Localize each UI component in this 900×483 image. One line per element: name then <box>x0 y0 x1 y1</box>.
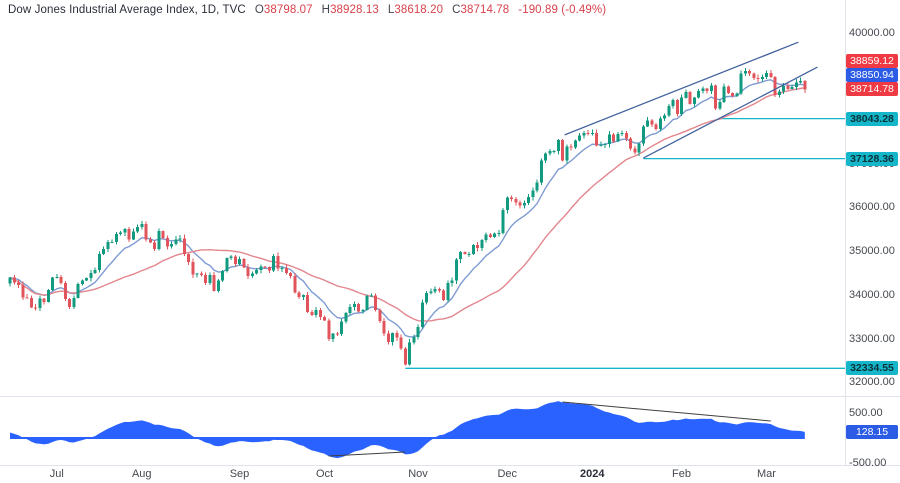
time-axis-month-label: Nov <box>408 468 428 480</box>
time-axis-month-label: Dec <box>497 468 518 480</box>
price-label-badge: 38859.12 <box>846 54 898 69</box>
indicator-tick: 500.00 <box>849 406 883 419</box>
indicator-tick: -500.00 <box>849 456 887 469</box>
low-readout: L38618.20 <box>387 4 444 16</box>
channel-upper-trendline[interactable] <box>564 41 799 136</box>
price-tick: 34000.00 <box>849 288 895 301</box>
time-axis-month-label: 2024 <box>580 468 605 480</box>
high-readout: H38928.13 <box>321 4 379 16</box>
candles-layer <box>8 67 807 366</box>
price-tick: 35000.00 <box>849 245 895 258</box>
time-axis-month-label: Sep <box>229 468 250 480</box>
price-label-badge: 37128.36 <box>846 151 898 166</box>
indicator-value-badge: 128.15 <box>846 424 898 439</box>
osc-divergence-upper[interactable] <box>562 401 771 422</box>
time-axis-month-label: Feb <box>672 468 691 480</box>
price-tick: 40000.00 <box>849 26 895 39</box>
price-label-badge: 38714.78 <box>846 82 898 97</box>
price-tick: 36000.00 <box>849 201 895 214</box>
price-label-badge: 38043.28 <box>846 111 898 126</box>
time-axis-month-label: Aug <box>131 468 152 480</box>
channel-lower-trendline[interactable] <box>642 66 818 159</box>
price-tick: 33000.00 <box>849 332 895 345</box>
fast-ma-line <box>9 79 805 338</box>
panel-dividers <box>0 0 900 466</box>
slow-ma-line <box>9 87 805 322</box>
symbol-title: Dow Jones Industrial Average Index, 1D, … <box>8 4 246 16</box>
close-readout: C38714.78 <box>452 4 510 16</box>
symbol-info-bar: Dow Jones Industrial Average Index, 1D, … <box>8 4 606 16</box>
time-axis-month-label: Oct <box>315 468 334 480</box>
osc-divergence-lower[interactable] <box>328 451 406 457</box>
oscillator-area <box>10 401 805 459</box>
time-axis-month-label: Mar <box>757 468 776 480</box>
time-axis-month-label: Jul <box>49 468 64 480</box>
price-tick: 32000.00 <box>849 376 895 389</box>
change-readout: -190.89 (-0.49%) <box>518 4 607 16</box>
price-axis[interactable]: 40000.0037000.0036000.0035000.0034000.00… <box>846 0 900 483</box>
open-readout: O38798.07 <box>254 4 313 16</box>
price-label-badge: 32334.55 <box>846 361 898 376</box>
price-label-badge: 38850.94 <box>846 68 898 83</box>
time-axis[interactable]: Jul Aug Sep Oct Nov Dec 2024 Feb Mar <box>0 468 845 483</box>
